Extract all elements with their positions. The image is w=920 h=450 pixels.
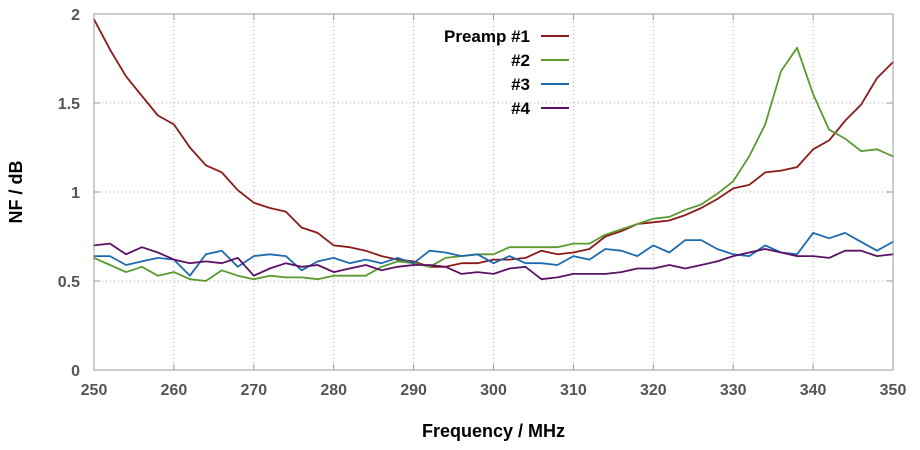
x-tick-label: 260: [161, 382, 188, 399]
y-tick-label: 1.5: [58, 96, 80, 113]
plot-frame: [93, 13, 894, 371]
axis-ticks: 250 260 270 280 290 300 310 320 330 340 350 0 0.5 1 1.…: [58, 7, 907, 399]
legend: Preamp #1 #2 #3 #4: [444, 27, 569, 118]
x-tick-label: 290: [400, 382, 427, 399]
legend-label-2: #2: [511, 51, 530, 70]
x-tick-label: 330: [720, 382, 747, 399]
x-tick-label: 340: [800, 382, 827, 399]
y-axis-title: NF / dB: [6, 161, 26, 224]
legend-label-4: #4: [511, 99, 530, 118]
x-tick-label: 350: [880, 382, 907, 399]
legend-label-3: #3: [511, 75, 530, 94]
series-line-2: [93, 46, 894, 282]
x-tick-label: 310: [560, 382, 587, 399]
series-line-1: [93, 18, 894, 268]
x-tick-label: 280: [320, 382, 347, 399]
x-axis-title: Frequency / MHz: [422, 421, 565, 441]
x-tick-label: 250: [81, 382, 108, 399]
grid: [94, 14, 893, 370]
series-lines: [93, 18, 894, 282]
plot-border: [93, 13, 894, 371]
x-tick-label: 320: [640, 382, 667, 399]
series-line-3: [93, 231, 894, 277]
x-tick-label: 270: [240, 382, 267, 399]
x-tick-label: 300: [480, 382, 507, 399]
y-tick-label: 0: [71, 363, 80, 380]
y-tick-label: 0.5: [58, 274, 80, 291]
y-tick-label: 1: [71, 185, 80, 202]
legend-label-1: Preamp #1: [444, 27, 530, 46]
series-line-4: [93, 242, 894, 281]
y-tick-label: 2: [71, 7, 80, 24]
